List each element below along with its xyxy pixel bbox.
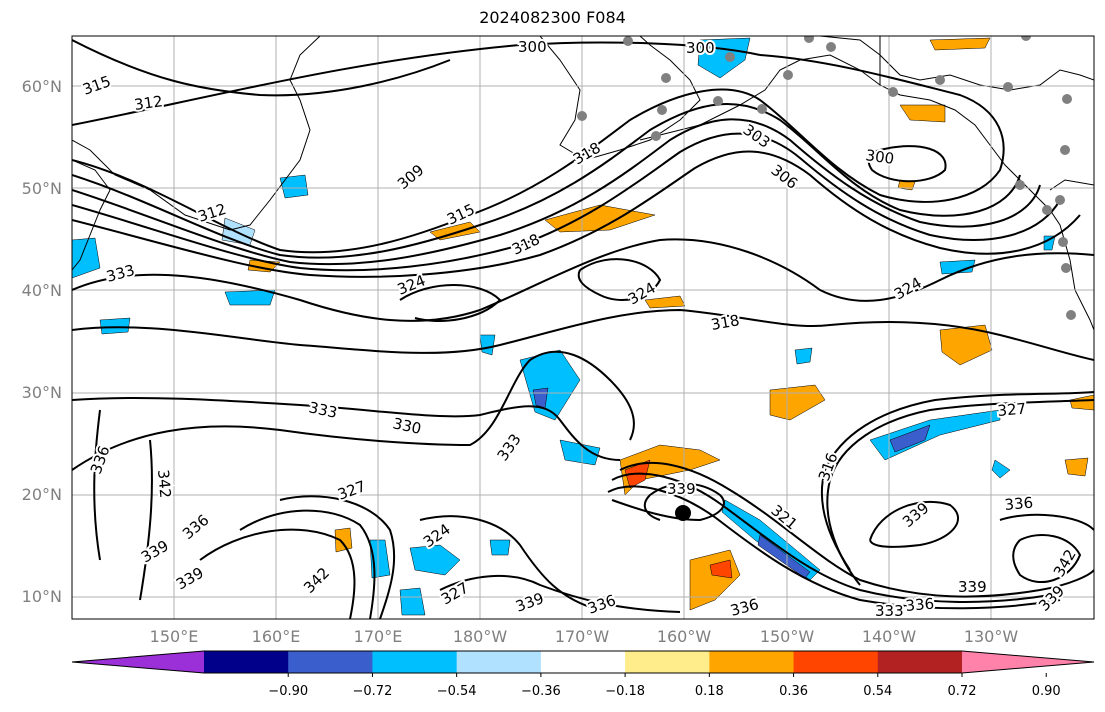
colorbar: −0.90 −0.72 −0.54 −0.36 −0.18 0.18 0.36 0.54 0.7… [71, 650, 1095, 699]
lat-label: 40°N [22, 281, 62, 300]
lon-label: 130°W [964, 627, 1019, 646]
coastlines [72, 36, 1094, 331]
lon-label: 170°E [354, 627, 403, 646]
colorbar-segment [962, 651, 1094, 673]
contour-label: 312 [133, 92, 164, 114]
colorbar-segment [540, 651, 626, 673]
colorbar-tick-label: −0.72 [353, 684, 393, 699]
lon-label: 160°W [657, 627, 712, 646]
colorbar-tick-label: 0.36 [779, 684, 808, 699]
lon-label: 140°W [862, 627, 917, 646]
colorbar-segment [372, 651, 458, 673]
lat-label: 30°N [22, 383, 62, 402]
contour-label: 336 [905, 595, 935, 615]
contour-label: 330 [391, 414, 423, 438]
plot-area [72, 36, 1094, 619]
colorbar-segment [877, 651, 963, 673]
colorbar-segment [456, 651, 542, 673]
colorbar-tick-label: −0.54 [437, 684, 477, 699]
lon-label: 150°E [150, 627, 199, 646]
lon-label: 150°W [760, 627, 815, 646]
colorbar-segment [204, 651, 289, 673]
colorbar-outline [71, 650, 1095, 674]
colorbar-tick-label: −0.36 [521, 684, 561, 699]
lon-label: 180°W [453, 627, 508, 646]
colorbar-tick-label: 0.54 [863, 684, 892, 699]
latitude-axis: 10°N 20°N 30°N 40°N 50°N 60°N [22, 77, 62, 606]
contour-label: 327 [997, 400, 1027, 420]
colorbar-segment [793, 651, 879, 673]
colorbar-tick-label: 0.72 [948, 684, 977, 699]
longitude-axis: 150°E 160°E 170°E 180°W 170°W 160°W 150°… [150, 627, 1019, 646]
lon-label: 170°W [555, 627, 610, 646]
contour-label: 339 [667, 480, 696, 498]
lat-label: 60°N [22, 77, 62, 96]
storm-center-marker [675, 505, 691, 521]
lat-label: 20°N [22, 485, 62, 504]
lon-label: 160°E [252, 627, 301, 646]
contour-label: 342 [154, 469, 174, 499]
contour-label: 336 [1004, 494, 1034, 514]
contour-label: 339 [958, 578, 987, 596]
colorbar-segment [625, 651, 710, 673]
plot-frame [71, 35, 1095, 620]
contour-label: 300 [518, 38, 547, 56]
colorbar-tick-label: −0.90 [268, 684, 308, 699]
colorbar-segment [72, 651, 204, 673]
colorbar-tick-label: −0.18 [605, 684, 645, 699]
contour-label: 300 [686, 39, 715, 57]
shaded-anomalies [72, 37, 1094, 616]
colorbar-tick-label: 0.90 [1032, 684, 1061, 699]
colorbar-segment [709, 651, 795, 673]
map-title: 2024082300 F084 [479, 8, 626, 27]
contour-label: 300 [864, 146, 895, 168]
contour-lines [72, 39, 1094, 619]
colorbar-tick-label: 0.18 [695, 684, 724, 699]
station-markers [577, 36, 1076, 320]
lat-label: 50°N [22, 179, 62, 198]
contour-label: 333 [875, 602, 904, 620]
lat-label: 10°N [22, 587, 62, 606]
colorbar-segment [288, 651, 373, 673]
